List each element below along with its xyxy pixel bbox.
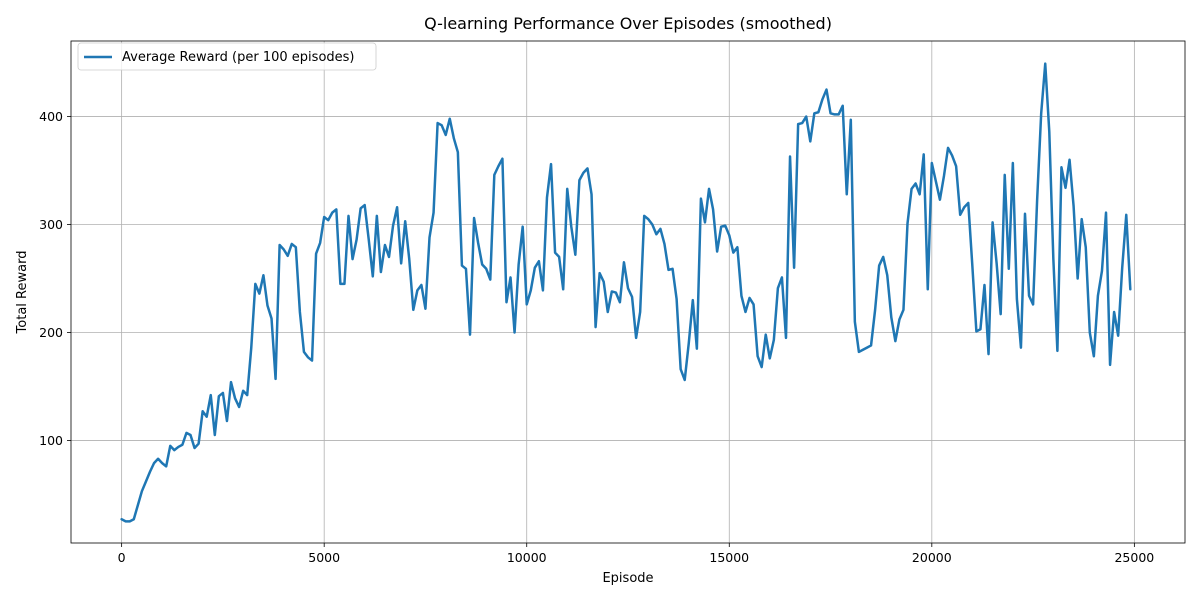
x-tick-label: 25000 xyxy=(1114,550,1154,565)
y-tick-label: 200 xyxy=(39,325,63,340)
series-layer xyxy=(120,62,1132,523)
legend-label-average-reward: Average Reward (per 100 episodes) xyxy=(122,50,355,65)
legend: Average Reward (per 100 episodes) xyxy=(77,42,377,71)
legend-box xyxy=(77,42,377,71)
grid xyxy=(71,41,1185,543)
chart-title: Q-learning Performance Over Episodes (sm… xyxy=(424,14,832,33)
plot-frame xyxy=(70,40,1186,544)
series-line-average-reward xyxy=(120,62,1132,523)
y-tick-label: 300 xyxy=(39,217,63,232)
x-tick-label: 10000 xyxy=(507,550,547,565)
x-axis-label: Episode xyxy=(602,571,653,586)
x-tick-label: 5000 xyxy=(308,550,340,565)
x-tick-label: 15000 xyxy=(709,550,749,565)
x-tick-label: 0 xyxy=(118,550,126,565)
ticks: 0 5000 10000 15000 20000 25000 100 200 300 400 xyxy=(39,109,1154,565)
y-tick-label: 100 xyxy=(39,433,63,448)
y-axis-label: Total Reward xyxy=(15,251,30,335)
x-tick-label: 20000 xyxy=(912,550,952,565)
y-tick-label: 400 xyxy=(39,109,63,124)
